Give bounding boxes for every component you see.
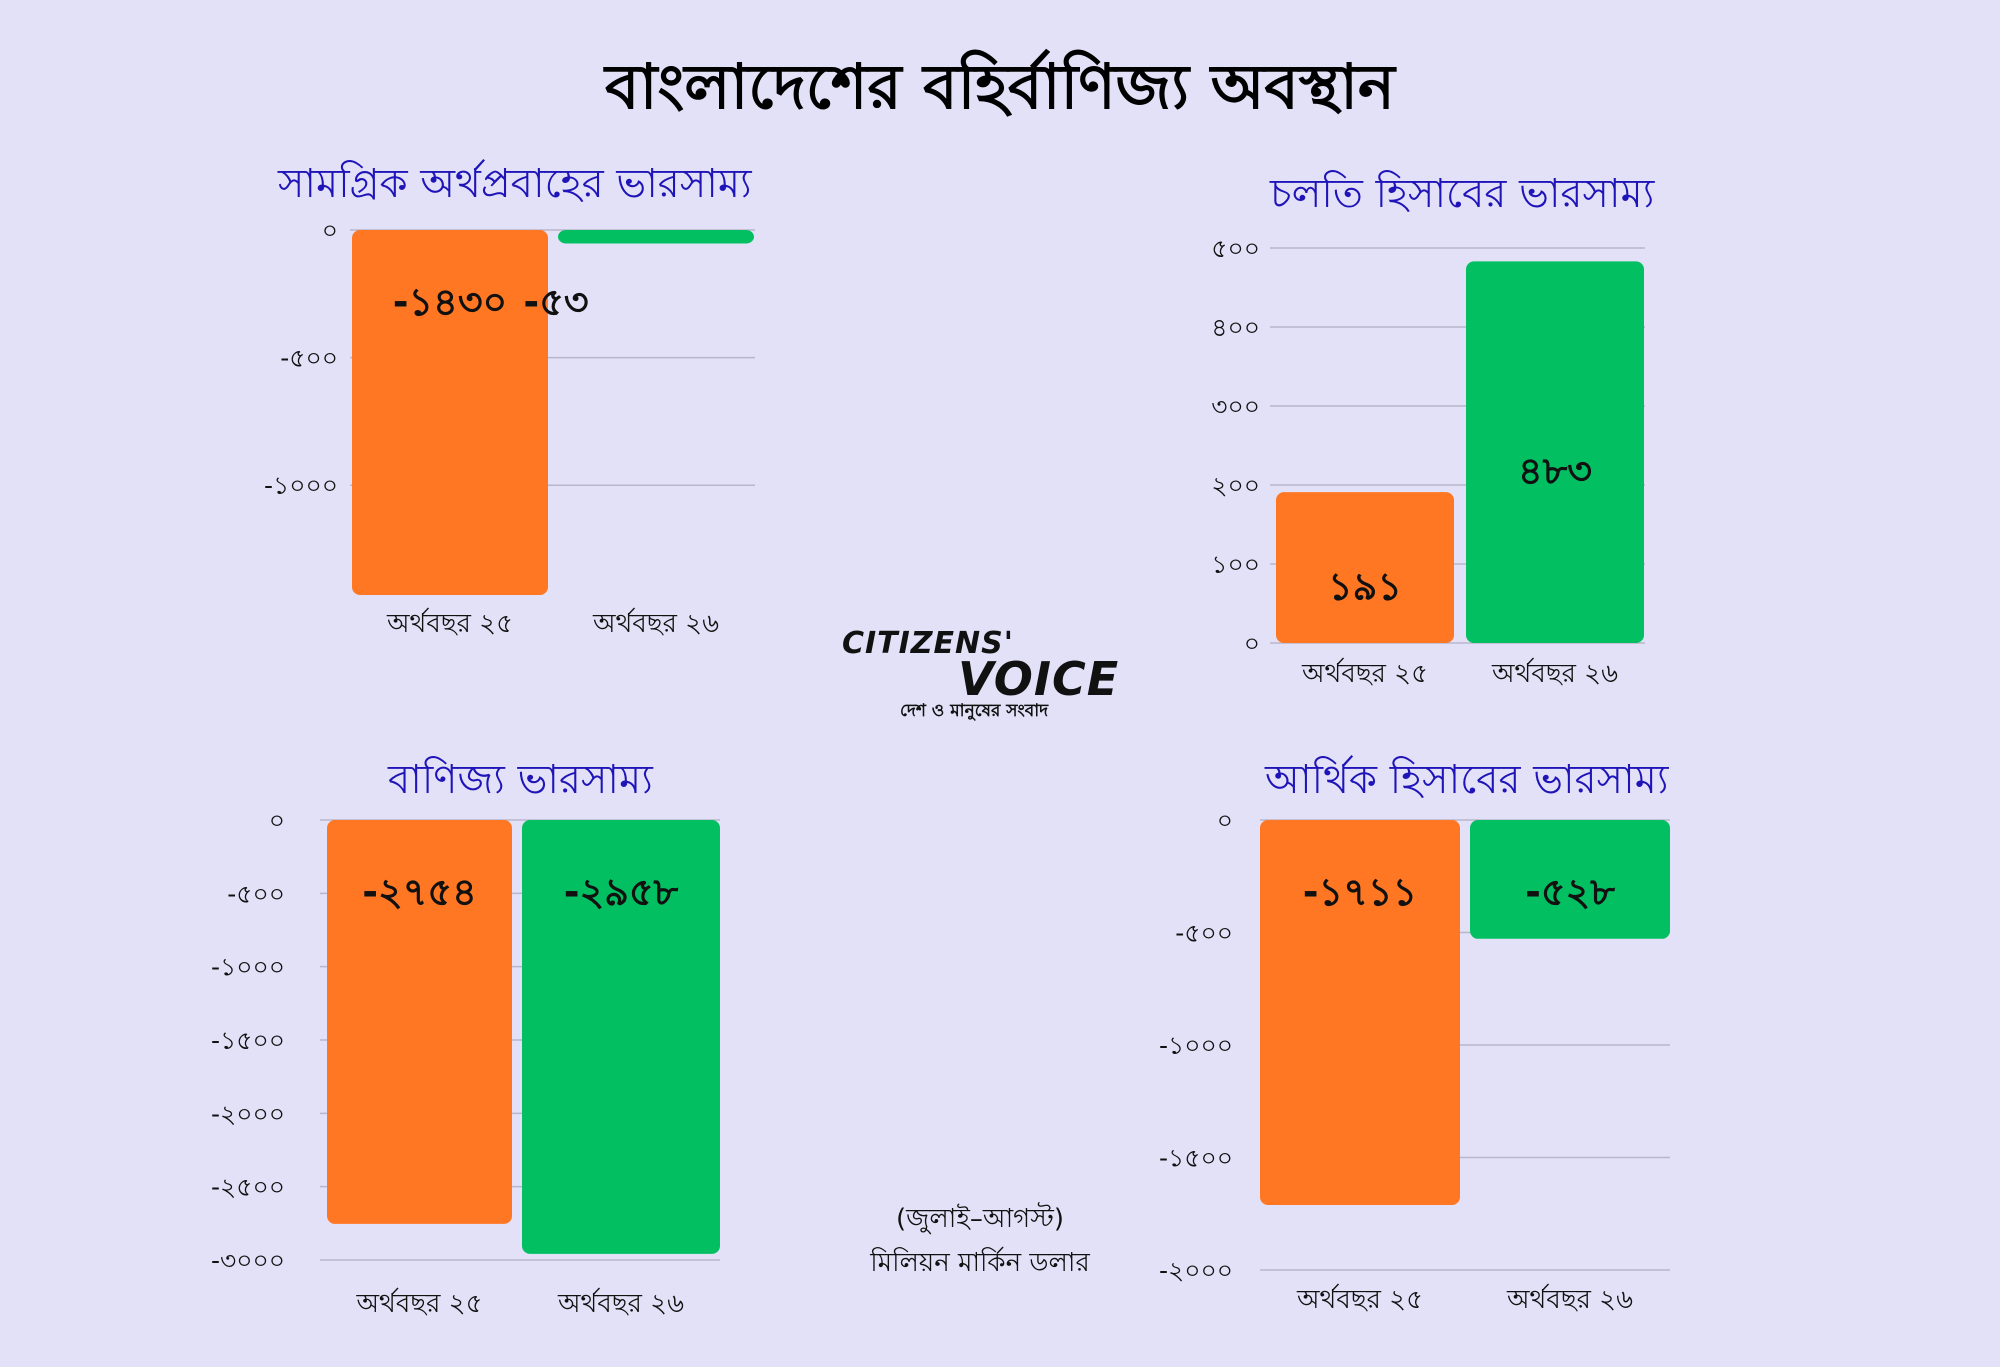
chart-title-trade: বাণিজ্য ভারসাম্য [388, 757, 653, 803]
y-tick-label: ২০০ [1211, 471, 1260, 500]
data-label-trade-1: -২৯৫৮ [564, 870, 679, 914]
bar-financial-0 [1260, 820, 1460, 1205]
y-tick-label: ০ [1244, 629, 1260, 658]
logo-main-text: VOICE [958, 652, 1120, 706]
bar-current-0 [1276, 492, 1454, 643]
chart-title-current: চলতি হিসাবের ভারসাম্য [1270, 171, 1655, 217]
data-label-overall-0: -১৪৩০ [393, 280, 508, 324]
category-label: অর্থবছর ২৬ [1491, 658, 1618, 689]
y-tick-label: ০ [1217, 806, 1233, 835]
y-tick-label: -৫০০ [1175, 919, 1233, 948]
y-tick-label: ৪০০ [1211, 313, 1260, 342]
y-tick-label: ১০০ [1211, 550, 1260, 579]
chart-financial: ০ -৫০০ -১০০০ -১৫০০ -২০০০ -১৭১১ অর্থবছর ২৫ -৫২৮ অ… [1159, 806, 1670, 1315]
category-label: অর্থবছর ২৫ [356, 1288, 483, 1319]
logo-top-text: CITIZENS' [842, 626, 1014, 661]
y-tick-label: -৫০০ [227, 879, 285, 908]
category-label: অর্থবছর ২৬ [557, 1288, 684, 1319]
y-tick-label: -২০০০ [1159, 1256, 1233, 1285]
bar-financial-1 [1470, 820, 1670, 939]
category-label: অর্থবছর ২৬ [1506, 1284, 1633, 1315]
bar-trade-1 [522, 820, 720, 1254]
bar-current-1 [1466, 261, 1644, 643]
chart-overall: ০ -৫০০ -১০০০ -১৪৩০ অর্থবছর ২৫ -৫৩ অর্থবছর ২৬ [264, 216, 755, 639]
data-label-overall-1: -৫৩ [523, 280, 588, 324]
data-label-financial-0: -১৭১১ [1303, 870, 1417, 914]
y-tick-label: ০ [322, 216, 338, 245]
page-title: বাংলাদেশের বহির্বাণিজ্য অবস্থান [605, 50, 1395, 123]
data-label-current-0: ১৯১ [1328, 565, 1402, 609]
category-label: অর্থবছর ২৫ [1296, 1284, 1423, 1315]
category-label: অর্থবছর ২৫ [1301, 658, 1428, 689]
y-tick-label: -১০০০ [264, 471, 338, 500]
y-tick-label: -৩০০০ [211, 1246, 285, 1275]
chart-title-financial: আর্থিক হিসাবের ভারসাম্য [1265, 757, 1669, 803]
y-tick-label: -১০০০ [1159, 1031, 1233, 1060]
y-tick-label: -১০০০ [211, 953, 285, 982]
y-tick-label: -১৫০০ [1159, 1144, 1233, 1173]
y-tick-label: ০ [269, 806, 285, 835]
category-label: অর্থবছর ২৬ [592, 608, 719, 639]
bar-overall-0 [352, 230, 548, 595]
y-tick-label: ৩০০ [1211, 392, 1260, 421]
y-tick-label: -৫০০ [280, 344, 338, 373]
logo-tagline: দেশ ও মানুষের সংবাদ [900, 701, 1049, 721]
data-label-current-1: ৪৮৩ [1518, 449, 1592, 493]
bar-trade-0 [327, 820, 512, 1224]
y-tick-label: ৫০০ [1211, 234, 1260, 263]
data-label-financial-1: -৫২৮ [1525, 870, 1615, 914]
chart-current: ০ ১০০ ২০০ ৩০০ ৪০০ ৫০০ ১৯১ অর্থবছর ২৫ ৪৮৩ অর্থবছর … [1211, 234, 1645, 689]
bar-overall-1 [558, 230, 754, 244]
data-label-trade-0: -২৭৫৪ [362, 870, 477, 914]
y-tick-label: -২৫০০ [211, 1173, 285, 1202]
y-tick-label: -১৫০০ [211, 1026, 285, 1055]
y-tick-label: -২০০০ [211, 1099, 285, 1128]
chart-trade: ০ -৫০০ -১০০০ -১৫০০ -২০০০ -২৫০০ -৩০০০ -২৭৫৪ অর্থব… [211, 806, 720, 1319]
note-period: (জুলাই–আগস্ট) [896, 1204, 1064, 1234]
citizens-voice-logo: CITIZENS' VOICE দেশ ও মানুষের সংবাদ [838, 622, 1118, 722]
note-unit: মিলিয়ন মার্কিন ডলার [870, 1248, 1090, 1278]
category-label: অর্থবছর ২৫ [386, 608, 513, 639]
chart-title-overall: সামগ্রিক অর্থপ্রবাহের ভারসাম্য [278, 161, 752, 207]
